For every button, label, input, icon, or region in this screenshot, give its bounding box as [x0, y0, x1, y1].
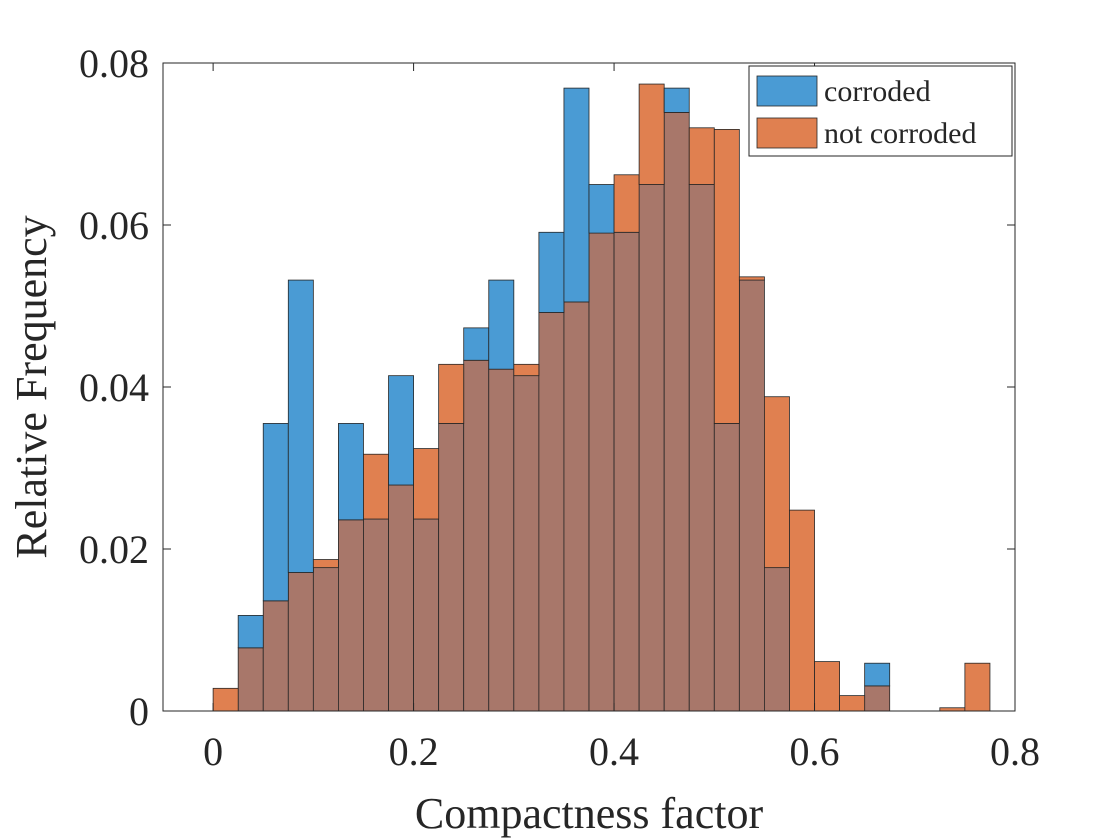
- overlap-bar: [338, 519, 364, 712]
- overlap-bar: [363, 518, 389, 712]
- not-corroded-bar: [814, 661, 840, 712]
- overlap-bar: [663, 112, 690, 712]
- y-tick-label: 0: [129, 689, 149, 734]
- not-corroded-bar: [613, 174, 640, 233]
- overlap-bar: [538, 312, 565, 712]
- overlap-bar: [413, 518, 440, 712]
- corroded-bar: [538, 231, 565, 313]
- y-tick-label: 0.08: [79, 41, 149, 86]
- overlap-bar: [513, 375, 540, 712]
- corroded-bar: [338, 423, 364, 521]
- not-corroded-bar: [764, 396, 790, 569]
- overlap-bars: [237, 112, 891, 712]
- y-axis-title: Relative Frequency: [7, 215, 56, 558]
- x-tick-label: 0: [203, 729, 223, 774]
- x-tick-labels: 0 0.2 0.4 0.6 0.8: [203, 729, 1040, 774]
- not-corroded-bar: [513, 363, 540, 377]
- y-tick-label: 0.06: [79, 203, 149, 248]
- not-corroded-bar: [738, 276, 765, 281]
- y-tick-labels: 0 0.02 0.04 0.06 0.08: [79, 41, 149, 734]
- overlap-bar: [388, 484, 414, 712]
- corroded-bar: [864, 662, 891, 687]
- not-corroded-bar: [713, 129, 740, 424]
- overlap-bar: [463, 359, 490, 712]
- overlap-bar: [438, 423, 465, 712]
- overlap-bar: [738, 279, 765, 712]
- y-tick-label: 0.04: [79, 365, 149, 410]
- not-corroded-bar: [363, 453, 389, 520]
- x-tick-label: 0.8: [990, 729, 1040, 774]
- x-tick-label: 0.2: [389, 729, 439, 774]
- x-tick-label: 0.6: [790, 729, 840, 774]
- corroded-bar: [588, 184, 615, 234]
- not-corroded-bar: [964, 662, 991, 712]
- x-axis-title: Compactness factor: [415, 789, 764, 838]
- overlap-bar: [613, 231, 640, 712]
- overlap-bar: [713, 423, 740, 712]
- overlap-bar: [638, 184, 665, 712]
- corroded-bar: [388, 375, 414, 486]
- legend: corroded not corroded: [748, 65, 1013, 157]
- corroded-bar: [563, 87, 590, 303]
- not-corroded-bar: [413, 448, 440, 520]
- corroded-bar: [463, 327, 490, 361]
- overlap-bar: [312, 567, 339, 712]
- overlap-bar: [864, 685, 891, 712]
- not-corroded-bar: [839, 695, 866, 712]
- overlap-bar: [287, 572, 314, 712]
- corroded-bar: [663, 87, 690, 113]
- overlap-bar: [688, 184, 715, 712]
- legend-swatch-not-corroded: [756, 117, 818, 149]
- overlap-bar: [588, 232, 615, 712]
- corroded-bar: [287, 279, 314, 573]
- x-tick-label: 0.4: [589, 729, 639, 774]
- histogram-bars: [212, 83, 991, 712]
- not-corroded-bar: [688, 127, 715, 185]
- corroded-bar: [237, 615, 264, 649]
- corroded-bar: [488, 279, 515, 370]
- overlap-bar: [764, 567, 790, 712]
- not-corroded-bar: [638, 83, 665, 185]
- overlap-bar: [262, 600, 289, 712]
- axes-box: [162, 62, 1016, 712]
- overlap-bar: [563, 301, 590, 712]
- legend-swatch-corroded: [756, 75, 818, 107]
- not-corroded-bar: [789, 509, 815, 712]
- y-tick-label: 0.02: [79, 527, 149, 572]
- legend-label-not-corroded: not corroded: [824, 117, 976, 150]
- legend-label-corroded: corroded: [824, 75, 931, 108]
- overlap-bar: [488, 368, 515, 712]
- not-corroded-bar: [212, 687, 239, 712]
- not-corroded-bar: [438, 363, 465, 424]
- not-corroded-bar: [312, 559, 339, 569]
- overlap-bar: [237, 647, 264, 712]
- corroded-bar: [262, 423, 289, 602]
